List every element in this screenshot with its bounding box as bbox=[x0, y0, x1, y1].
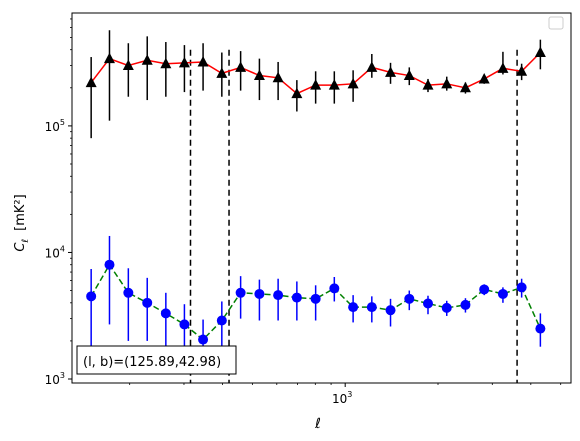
series-2-point bbox=[310, 293, 321, 304]
y-tick-label: 103 bbox=[45, 371, 65, 387]
series-1-point bbox=[347, 77, 359, 89]
series-2-point bbox=[422, 298, 433, 309]
series-1-point bbox=[516, 65, 528, 76]
y-tick-label-exponent: 5 bbox=[60, 118, 65, 127]
y-tick-label: 104 bbox=[45, 244, 65, 260]
series-1-point bbox=[160, 57, 172, 69]
x-tick-label-base: 10 bbox=[332, 392, 347, 406]
legend-box bbox=[548, 16, 564, 30]
series-2-point bbox=[104, 259, 115, 270]
series-2-point bbox=[123, 287, 134, 298]
series-1-point bbox=[403, 69, 415, 81]
series-1-point bbox=[422, 79, 434, 90]
series-1-point bbox=[497, 62, 509, 73]
y-tick-label-exponent: 3 bbox=[60, 371, 65, 380]
series-1-point bbox=[235, 61, 247, 72]
series-1-point bbox=[197, 55, 209, 67]
series-2-point bbox=[291, 292, 302, 303]
series-1-point bbox=[103, 52, 115, 64]
series-2-point bbox=[441, 302, 452, 313]
series-2-point bbox=[86, 291, 97, 302]
annotation-box: (l, b)=(125.89,42.98) bbox=[76, 345, 237, 375]
series-2-point bbox=[254, 288, 265, 299]
x-tick-label: 103 bbox=[332, 390, 352, 406]
series-1-point bbox=[216, 67, 228, 78]
y-axis-label-sub: ℓ bbox=[21, 239, 31, 244]
x-axis-label: ℓ bbox=[314, 416, 321, 432]
series-1-point bbox=[534, 46, 546, 58]
series-2-point bbox=[329, 283, 340, 294]
series-1-point bbox=[366, 61, 378, 72]
series-2-point bbox=[385, 305, 396, 316]
series-1-point bbox=[310, 79, 322, 90]
series-2-point bbox=[198, 334, 209, 345]
series-2-point bbox=[160, 308, 171, 319]
series-1-point bbox=[272, 71, 284, 83]
series-2-point bbox=[142, 297, 153, 308]
y-axis-label: Cℓ [mK²] bbox=[13, 194, 31, 251]
series-1-point bbox=[478, 72, 490, 84]
series-1-point bbox=[459, 81, 471, 93]
y-axis-label-unit: [mK²] bbox=[13, 194, 28, 231]
series-1-point bbox=[122, 59, 134, 71]
series-2-point bbox=[516, 282, 527, 293]
series-2-point bbox=[273, 290, 284, 301]
series-1-point bbox=[85, 76, 97, 88]
series-1-point bbox=[141, 54, 153, 65]
plot-frame bbox=[71, 12, 572, 384]
plot-marks bbox=[85, 30, 546, 383]
y-axis-label-main: C bbox=[13, 242, 28, 252]
series-2-point bbox=[235, 287, 246, 298]
y-tick-label: 105 bbox=[45, 118, 65, 134]
series-1-point bbox=[291, 87, 303, 99]
series-2-point bbox=[497, 288, 508, 299]
y-tick-label-base: 10 bbox=[45, 373, 60, 387]
y-tick-label-base: 10 bbox=[45, 120, 60, 134]
annotation-text: (l, b)=(125.89,42.98) bbox=[83, 355, 221, 370]
series-2-point bbox=[535, 323, 546, 334]
series-2-point bbox=[460, 299, 471, 310]
series-2-point bbox=[348, 302, 359, 313]
series-1-point bbox=[441, 77, 453, 89]
series-2-point bbox=[404, 293, 415, 304]
x-tick-label-exponent: 3 bbox=[347, 390, 352, 399]
series-1-point bbox=[328, 79, 340, 90]
series-1-point bbox=[253, 69, 265, 81]
series-2-point bbox=[366, 302, 377, 313]
series-1-point bbox=[385, 66, 397, 77]
series-1-point bbox=[178, 56, 190, 68]
series-2-point bbox=[216, 315, 227, 326]
series-2-point bbox=[179, 319, 190, 330]
series-2-point bbox=[479, 284, 490, 295]
y-tick-label-base: 10 bbox=[45, 246, 60, 260]
y-tick-label-exponent: 4 bbox=[60, 244, 65, 253]
